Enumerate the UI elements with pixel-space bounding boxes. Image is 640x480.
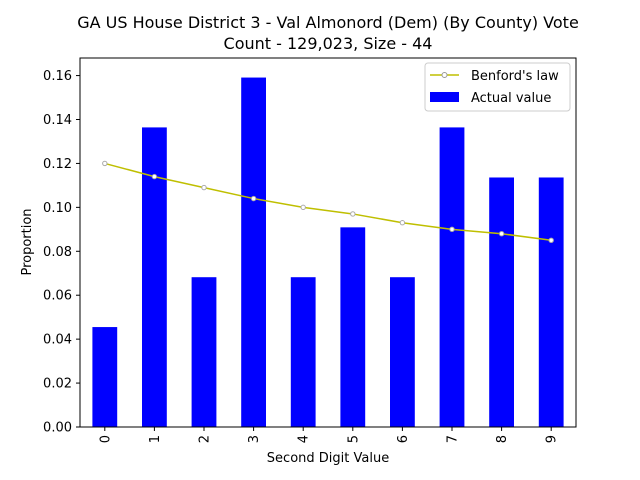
y-tick-label: 0.10: [43, 201, 72, 216]
legend-benford-marker: [441, 72, 448, 78]
y-tick-label: 0.08: [43, 245, 72, 260]
benford-point-9: [548, 237, 554, 244]
x-tick-label: 4: [297, 435, 312, 443]
y-axis-label: Proportion: [20, 208, 35, 275]
legend-actual-label: Actual value: [471, 91, 551, 106]
benford-point-7: [449, 226, 455, 233]
benford-polyline: [104, 162, 552, 242]
benford-point-0: [102, 160, 108, 167]
plot-frame: [79, 57, 577, 428]
y-tick-label: 0.04: [43, 333, 72, 348]
x-tick-label: 9: [545, 435, 560, 443]
benford-point-2: [201, 184, 207, 191]
legend-box: [424, 62, 571, 112]
x-axis-label: Second Digit Value: [267, 451, 389, 466]
bar-digit-3: [241, 77, 266, 427]
x-tick-label: 2: [198, 435, 213, 443]
bar-digit-0: [92, 327, 118, 427]
benford-point-4: [300, 204, 306, 211]
y-tick-label: 0.12: [43, 157, 72, 172]
bar-digit-6: [390, 277, 415, 427]
y-tick-label: 0.00: [43, 421, 72, 436]
y-tick-label: 0.14: [43, 113, 72, 128]
x-tick-label: 3: [247, 435, 262, 443]
benford-point-5: [350, 211, 356, 217]
benford-point-1: [151, 173, 158, 180]
x-tick-label: 1: [148, 435, 163, 443]
x-tick-label: 7: [446, 435, 461, 443]
chart-title-line-2: Count - 129,023, Size - 44: [224, 34, 433, 53]
bar-digit-4: [290, 277, 316, 427]
x-tick-label: 6: [396, 435, 411, 443]
bar-digit-8: [489, 177, 514, 427]
x-tick-label: 0: [98, 435, 113, 443]
benford-line-series: [102, 160, 554, 244]
benford-point-3: [250, 195, 257, 202]
legend-actual-swatch: [430, 92, 459, 102]
bar-digit-9: [538, 177, 564, 427]
bar-digit-2: [191, 277, 217, 427]
bar-digit-5: [340, 227, 366, 427]
y-tick-label: 0.02: [43, 377, 72, 392]
x-tick-label: 8: [495, 435, 510, 443]
y-tick-label: 0.06: [43, 289, 72, 304]
x-axis-ticks: 0 1 2 3 4 5 6 7 8 9: [98, 427, 560, 443]
y-axis-ticks: 0.00 0.02 0.04 0.06 0.08 0.10 0.12 0.14 0.16: [43, 69, 80, 436]
chart-title-line-1: GA US House District 3 - Val Almonord (D…: [77, 13, 579, 32]
legend: Benford's law Actual value: [424, 62, 571, 112]
bar-series: [92, 77, 564, 428]
benford-point-8: [498, 231, 505, 237]
bar-digit-7: [439, 127, 465, 428]
y-tick-label: 0.16: [43, 69, 72, 84]
bar-digit-1: [142, 127, 167, 428]
benford-point-6: [399, 220, 406, 226]
x-tick-label: 5: [346, 435, 361, 443]
legend-benford-label: Benford's law: [471, 69, 559, 84]
